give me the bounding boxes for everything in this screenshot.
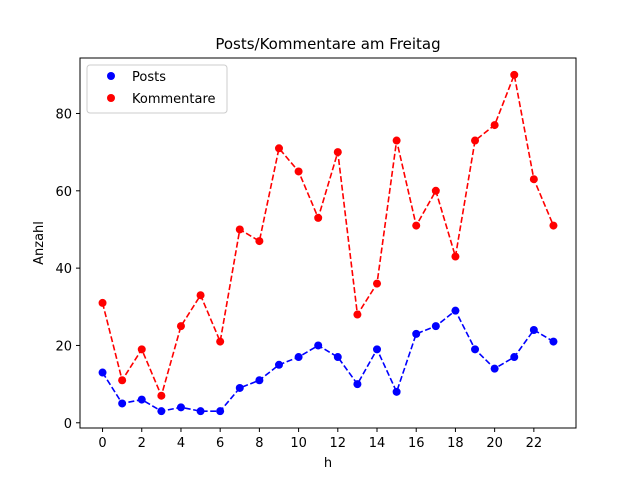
legend-label-posts: Posts	[132, 70, 166, 85]
data-point-posts	[314, 341, 323, 350]
data-point-kommentare	[176, 322, 185, 331]
data-point-posts	[490, 364, 499, 373]
y-tick-label: 0	[64, 417, 72, 432]
y-axis: 0 20 40 60 80	[55, 107, 80, 432]
x-tick-label: 4	[177, 436, 185, 451]
data-point-posts	[235, 383, 244, 392]
data-point-posts	[333, 353, 342, 362]
data-point-kommentare	[549, 221, 558, 230]
x-tick-label: 2	[138, 436, 146, 451]
data-point-kommentare	[392, 136, 401, 145]
legend: Posts Kommentare	[86, 64, 228, 114]
data-point-kommentare	[294, 167, 303, 176]
y-tick-label: 80	[55, 107, 72, 122]
x-tick-label: 22	[526, 436, 543, 451]
data-point-posts	[196, 407, 205, 416]
data-point-kommentare	[137, 345, 146, 354]
x-tick-label: 12	[330, 436, 347, 451]
y-tick-label: 20	[55, 339, 72, 354]
data-point-kommentare	[274, 144, 283, 153]
data-point-kommentare	[314, 213, 323, 222]
data-point-posts	[451, 306, 460, 315]
data-point-posts	[549, 337, 558, 346]
data-point-posts	[137, 395, 146, 404]
data-point-kommentare	[157, 391, 166, 400]
x-tick-label: 20	[486, 436, 503, 451]
x-axis: 0 2 4 6 8 10 12 14 16 18 20 22	[98, 428, 542, 451]
legend-marker-posts	[107, 72, 115, 80]
x-tick-label: 10	[290, 436, 307, 451]
x-tick-label: 6	[216, 436, 224, 451]
data-point-posts	[255, 376, 264, 385]
data-point-posts	[510, 353, 519, 362]
data-point-kommentare	[412, 221, 421, 230]
data-point-posts	[529, 325, 538, 334]
series-layer	[98, 70, 558, 416]
series-line-kommentare	[101, 71, 555, 399]
data-point-posts	[373, 345, 382, 354]
data-point-posts	[353, 380, 362, 389]
data-point-kommentare	[196, 291, 205, 300]
data-point-kommentare	[255, 237, 264, 246]
chart-title: Posts/Kommentare am Freitag	[215, 35, 440, 53]
data-point-posts	[216, 407, 225, 416]
data-point-posts	[274, 360, 283, 369]
data-point-kommentare	[510, 70, 519, 79]
data-point-posts	[471, 345, 480, 354]
data-point-posts	[176, 403, 185, 412]
x-tick-label: 16	[408, 436, 425, 451]
data-point-posts	[392, 387, 401, 396]
data-point-kommentare	[373, 279, 382, 288]
data-point-posts	[157, 407, 166, 416]
legend-box	[86, 64, 228, 114]
data-point-posts	[294, 353, 303, 362]
data-point-posts	[412, 329, 421, 338]
y-tick-label: 60	[55, 185, 72, 200]
data-point-kommentare	[216, 337, 225, 346]
x-tick-label: 14	[369, 436, 386, 451]
x-tick-label: 18	[447, 436, 464, 451]
data-point-kommentare	[471, 136, 480, 145]
data-point-kommentare	[333, 148, 342, 157]
x-axis-label: h	[324, 456, 332, 471]
data-point-kommentare	[353, 310, 362, 319]
data-point-posts	[98, 368, 107, 377]
x-tick-label: 8	[255, 436, 263, 451]
y-tick-label: 40	[55, 262, 72, 277]
data-point-kommentare	[98, 298, 107, 307]
data-point-posts	[431, 322, 440, 331]
data-point-kommentare	[235, 225, 244, 234]
legend-marker-kommentare	[107, 94, 115, 102]
x-tick-label: 0	[98, 436, 106, 451]
data-point-kommentare	[118, 376, 127, 385]
data-point-kommentare	[451, 252, 460, 261]
plot-frame	[79, 57, 577, 429]
legend-label-kommentare: Kommentare	[132, 92, 216, 107]
data-point-posts	[118, 399, 127, 408]
data-point-kommentare	[490, 121, 499, 130]
data-point-kommentare	[529, 175, 538, 184]
y-axis-label: Anzahl	[32, 221, 47, 265]
data-point-kommentare	[431, 186, 440, 195]
